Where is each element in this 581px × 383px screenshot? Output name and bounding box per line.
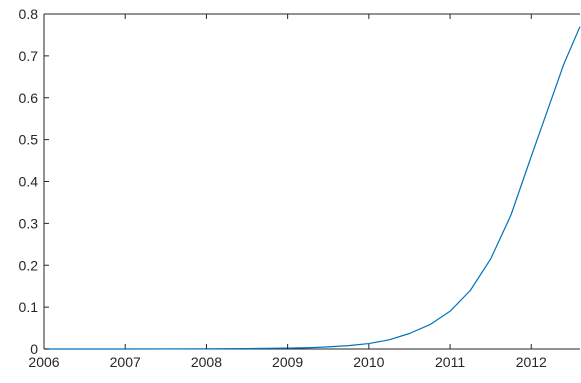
- ticks-layer: 2006 2007 2008 2009 2010 2011 2012 0 0.1 0.2 0.3 0.…: [19, 6, 548, 370]
- x-tick-label: 2011: [435, 354, 465, 370]
- y-tick-label: 0: [30, 341, 38, 357]
- x-tick-label: 2009: [272, 354, 303, 370]
- y-tick-label: 0.8: [19, 6, 39, 22]
- y-tick-label: 0.2: [19, 257, 39, 273]
- y-tick-label: 0.1: [19, 299, 39, 315]
- x-tick-label: 2008: [191, 354, 222, 370]
- series-line: [44, 26, 581, 350]
- y-tick-label: 0.4: [19, 174, 39, 190]
- x-tick-label: 2012: [516, 354, 547, 370]
- y-tick-label: 0.7: [19, 48, 39, 64]
- series-layer: [44, 26, 581, 350]
- plot-area: [44, 14, 581, 349]
- x-tick-label: 2007: [110, 354, 141, 370]
- y-tick-label: 0.5: [19, 132, 39, 148]
- y-tick-label: 0.3: [19, 215, 39, 231]
- x-tick-label: 2010: [353, 354, 384, 370]
- x-tick-label: 2006: [28, 354, 59, 370]
- y-tick-label: 0.6: [19, 90, 39, 106]
